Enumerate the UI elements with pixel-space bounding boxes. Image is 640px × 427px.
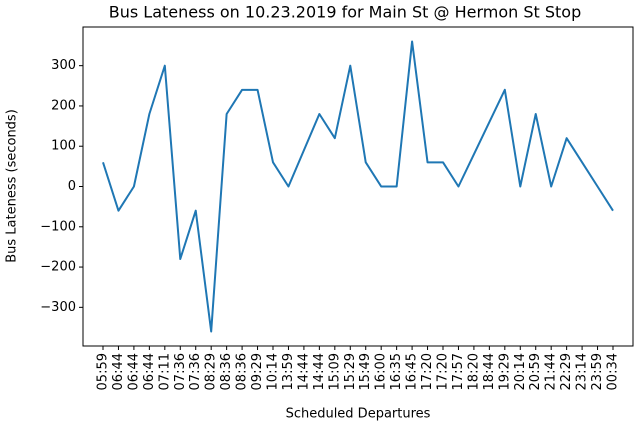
x-tick-label: 07:36 bbox=[173, 353, 188, 390]
x-tick-label: 19:29 bbox=[497, 353, 512, 390]
x-tick-label: 06:44 bbox=[142, 353, 157, 390]
x-tick-label: 18:44 bbox=[482, 353, 497, 390]
x-tick-label: 06:44 bbox=[126, 353, 141, 390]
x-tick-label: 21:44 bbox=[544, 353, 559, 390]
y-tick-label: 0 bbox=[68, 179, 76, 194]
x-tick-label: 08:36 bbox=[219, 353, 234, 390]
y-tick-label: −100 bbox=[40, 219, 76, 234]
x-tick-label: 08:29 bbox=[204, 353, 219, 390]
x-tick-label: 08:36 bbox=[235, 353, 250, 390]
y-tick-label: 300 bbox=[51, 58, 76, 73]
x-tick-label: 07:11 bbox=[157, 353, 172, 390]
x-tick-label: 00:34 bbox=[606, 353, 621, 390]
x-tick-label: 06:44 bbox=[111, 353, 126, 390]
chart-title: Bus Lateness on 10.23.2019 for Main St @… bbox=[109, 3, 581, 22]
x-tick-label: 16:00 bbox=[374, 353, 389, 390]
x-tick-label: 15:09 bbox=[327, 353, 342, 390]
data-line bbox=[102, 40, 614, 333]
x-tick-label: 22:29 bbox=[559, 353, 574, 390]
x-tick-label: 15:29 bbox=[343, 353, 358, 390]
y-axis-label: Bus Lateness (seconds) bbox=[5, 109, 20, 263]
x-tick-label: 23:59 bbox=[590, 353, 605, 390]
x-tick-label: 23:14 bbox=[575, 353, 590, 390]
y-tick-label: 100 bbox=[51, 139, 76, 154]
x-tick-label: 13:59 bbox=[281, 353, 296, 390]
x-tick-label: 17:57 bbox=[451, 353, 466, 390]
x-tick-label: 20:14 bbox=[513, 353, 528, 390]
x-tick-label: 14:44 bbox=[312, 353, 327, 390]
x-tick-label: 20:59 bbox=[528, 353, 543, 390]
x-tick-label: 17:20 bbox=[420, 353, 435, 390]
x-tick-label: 10:14 bbox=[266, 353, 281, 390]
x-tick-label: 15:49 bbox=[358, 353, 373, 390]
y-tick-label: −200 bbox=[40, 260, 76, 275]
x-axis-label: Scheduled Departures bbox=[286, 407, 431, 422]
x-tick-label: 09:29 bbox=[250, 353, 265, 390]
x-tick-label: 18:20 bbox=[466, 353, 481, 390]
x-tick-label: 16:45 bbox=[405, 353, 420, 390]
x-tick-label: 07:36 bbox=[188, 353, 203, 390]
y-tick-label: −300 bbox=[40, 300, 76, 315]
x-tick-label: 14:44 bbox=[296, 353, 311, 390]
x-tick-label: 17:20 bbox=[436, 353, 451, 390]
y-tick-label: 200 bbox=[51, 98, 76, 113]
x-tick-label: 05:59 bbox=[96, 353, 111, 390]
x-tick-label: 16:35 bbox=[389, 353, 404, 390]
